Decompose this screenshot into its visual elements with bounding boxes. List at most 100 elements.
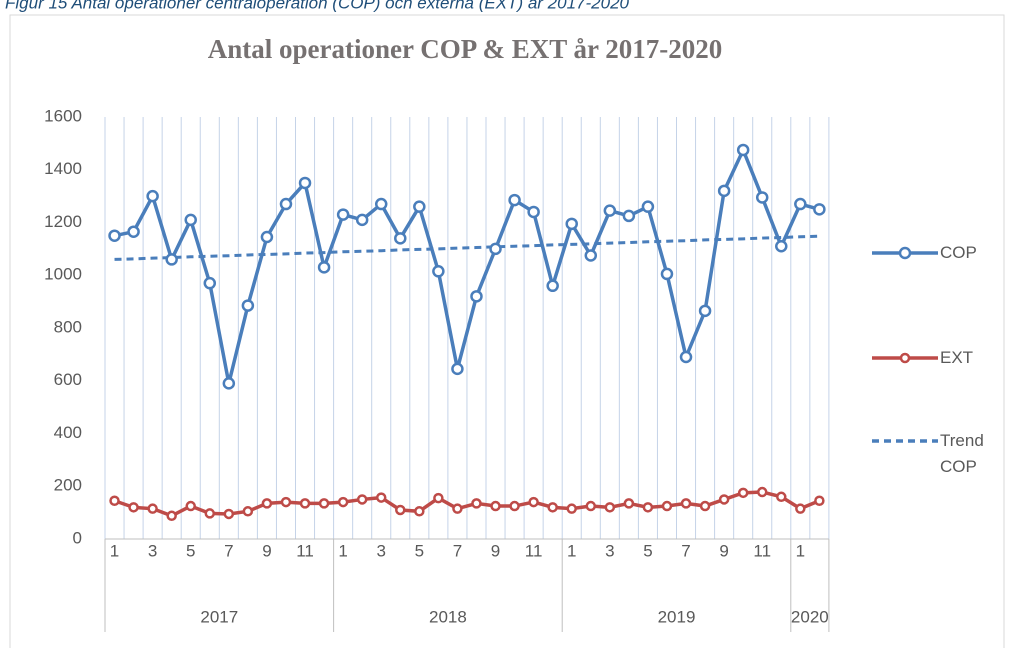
y-tick-label: 400 [54, 423, 82, 442]
point [547, 502, 558, 513]
point [794, 197, 807, 211]
point [814, 495, 825, 507]
series-line [114, 145, 820, 384]
point [203, 276, 217, 290]
point [318, 498, 330, 509]
legend-swatch [872, 352, 938, 364]
y-tick-label: 600 [54, 370, 82, 389]
point [298, 176, 312, 190]
point [604, 502, 616, 513]
point [528, 496, 539, 508]
chart-title: Antal operationer COP & EXT år 2017-2020 [208, 34, 723, 64]
point [470, 290, 483, 303]
legend-swatch [872, 246, 938, 260]
point [756, 486, 768, 498]
point [813, 203, 826, 216]
point [642, 502, 654, 513]
x-tick-label: 1 [110, 541, 119, 560]
point [660, 267, 674, 281]
x-tick-label: 9 [491, 541, 500, 560]
point [260, 230, 274, 244]
y-tick-label: 0 [73, 528, 82, 547]
legend-item: Trend COP [870, 428, 1015, 480]
y-tick-label: 1400 [44, 159, 82, 178]
point [299, 498, 311, 509]
legend-label: COP [940, 243, 977, 262]
x-tick-label: 3 [376, 541, 385, 560]
legend-item: COP [870, 240, 1015, 266]
y-tick-label: 800 [54, 317, 82, 336]
point [641, 200, 655, 213]
legend-label: EXT [940, 348, 974, 367]
x-tick-label: 11 [525, 541, 543, 560]
x-tick-label: 5 [643, 541, 652, 560]
x-group-label: 2019 [658, 607, 696, 626]
point [222, 377, 236, 390]
point [280, 496, 292, 508]
x-tick-label: 3 [148, 541, 157, 560]
point [736, 143, 750, 157]
point [336, 208, 350, 221]
point [679, 350, 693, 364]
point [185, 500, 196, 512]
x-tick-label: 1 [567, 541, 576, 560]
y-tick-label: 1000 [44, 265, 82, 284]
x-group-label: 2017 [200, 607, 238, 626]
chart-frame [9, 14, 1005, 648]
point [109, 495, 120, 507]
point [127, 225, 140, 238]
point [375, 492, 387, 503]
point [374, 197, 388, 211]
point [128, 502, 139, 513]
point [603, 204, 617, 217]
point [317, 261, 331, 274]
point [394, 232, 407, 245]
x-tick-label: 5 [186, 541, 195, 560]
legend-item: EXT [870, 345, 1015, 371]
legend-marker [898, 246, 912, 260]
x-tick-label: 1 [338, 541, 347, 560]
y-tick-label: 200 [54, 476, 82, 495]
point [755, 191, 769, 204]
x-tick-label: 5 [415, 541, 424, 560]
point [623, 498, 635, 509]
point [108, 229, 121, 242]
point [147, 503, 158, 514]
point [661, 500, 673, 512]
legend-label: Trend COP [940, 431, 984, 476]
x-group-label: 2018 [429, 607, 467, 626]
point [432, 265, 445, 278]
point [566, 503, 577, 514]
point [146, 189, 159, 203]
point [451, 362, 464, 376]
point [509, 500, 520, 512]
point [166, 510, 177, 522]
point [279, 197, 293, 211]
point [452, 503, 463, 514]
x-tick-label: 3 [605, 541, 614, 560]
caption: Figur 15 Antal operationer centraloperat… [5, 0, 630, 12]
point [261, 498, 273, 509]
point [565, 217, 578, 231]
point [698, 304, 712, 318]
x-tick-label: 9 [719, 541, 728, 560]
point [242, 506, 254, 517]
point [413, 200, 426, 213]
legend-marker [899, 352, 911, 364]
point [395, 504, 406, 516]
point [584, 249, 598, 262]
y-tick-label: 1600 [44, 106, 82, 125]
y-tick-label: 1200 [44, 212, 82, 231]
point [775, 239, 788, 253]
point [433, 492, 444, 504]
x-tick-label: 11 [753, 541, 771, 560]
point [622, 209, 636, 223]
point [490, 500, 501, 512]
point [795, 503, 806, 514]
x-tick-label: 7 [224, 541, 233, 560]
point [414, 506, 425, 517]
x-tick-label: 11 [296, 541, 314, 560]
point [489, 242, 502, 256]
